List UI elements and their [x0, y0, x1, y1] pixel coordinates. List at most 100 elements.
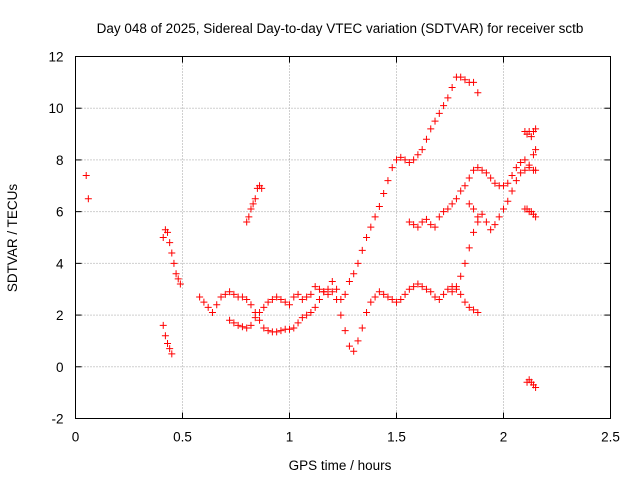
data-point-plus [457, 290, 465, 298]
data-point-plus [164, 228, 172, 236]
data-point-plus [532, 383, 540, 391]
data-point-plus [226, 288, 234, 296]
data-point-plus [397, 153, 405, 161]
data-point-plus [384, 293, 392, 301]
data-point-plus [247, 205, 255, 213]
data-point-plus [448, 200, 456, 208]
data-point-plus [527, 133, 535, 141]
data-point-plus [448, 288, 456, 296]
data-point-plus [174, 275, 182, 283]
data-point-plus [457, 187, 465, 195]
data-point-plus [230, 290, 238, 298]
data-point-plus [277, 296, 285, 304]
data-point-plus [508, 171, 516, 179]
data-point-plus [405, 285, 413, 293]
data-point-plus [260, 303, 268, 311]
data-point-plus [168, 350, 176, 358]
data-point-plus [375, 202, 383, 210]
data-point-plus [166, 239, 174, 247]
data-point-plus [247, 301, 255, 309]
data-point-plus [474, 164, 482, 172]
data-point-plus [315, 285, 323, 293]
data-point-plus [393, 298, 400, 306]
data-point-plus [470, 228, 478, 236]
data-point-plus [164, 340, 172, 348]
data-point-plus [358, 324, 366, 332]
data-point-plus [251, 314, 259, 322]
data-point-plus [341, 290, 349, 298]
data-point-plus [204, 303, 212, 311]
data-point-plus [247, 321, 255, 329]
data-point-plus [286, 301, 293, 309]
data-point-plus [294, 319, 302, 327]
data-point-plus [532, 213, 540, 221]
data-point-plus [350, 347, 358, 355]
data-point-plus [221, 290, 229, 298]
data-point-plus [487, 174, 495, 182]
data-point-plus [328, 288, 336, 296]
data-point-plus [414, 151, 422, 159]
data-point-plus [264, 298, 272, 306]
data-point-plus [311, 303, 319, 311]
data-point-plus [491, 221, 499, 229]
data-point-plus [298, 296, 306, 304]
data-series [82, 171, 92, 203]
data-point-plus [345, 342, 353, 350]
data-point-plus [410, 156, 418, 164]
data-point-plus [470, 306, 478, 314]
data-point-plus [410, 283, 418, 291]
data-point-plus [410, 221, 418, 229]
data-point-plus [435, 213, 443, 221]
data-point-plus [461, 182, 469, 190]
data-series [448, 164, 540, 296]
data-point-plus [363, 234, 371, 241]
x-tick-label: 0 [72, 430, 80, 445]
x-tick-label: 2.5 [601, 430, 620, 445]
data-point-plus [401, 290, 409, 298]
data-point-plus [238, 293, 246, 301]
data-point-plus [273, 328, 281, 336]
data-point-plus [243, 296, 251, 304]
data-point-plus [213, 301, 221, 309]
data-point-plus [298, 314, 306, 322]
y-tick-label: 10 [48, 101, 63, 116]
data-point-plus [290, 324, 298, 332]
data-point-plus [371, 293, 379, 301]
data-point-plus [388, 296, 396, 304]
data-series [226, 73, 482, 332]
data-point-plus [170, 259, 178, 267]
data-point-plus [470, 78, 478, 86]
data-point-plus [457, 73, 465, 81]
data-point-plus [159, 234, 167, 241]
data-point-plus [256, 316, 264, 324]
grid-layer [75, 56, 611, 419]
data-point-plus [465, 174, 473, 182]
data-point-plus [500, 205, 507, 213]
data-point-plus [405, 159, 413, 167]
data-point-plus [474, 213, 482, 221]
data-point-plus [478, 166, 486, 174]
data-point-plus [159, 321, 167, 329]
data-point-plus [508, 187, 516, 195]
data-point-plus [461, 298, 469, 306]
data-point-plus [465, 200, 473, 208]
data-point-plus [294, 290, 302, 298]
data-point-plus [273, 293, 281, 301]
data-point-plus [422, 135, 430, 143]
data-point-plus [521, 156, 529, 164]
data-point-plus [401, 156, 409, 164]
data-point-plus [238, 323, 246, 331]
data-point-plus [380, 290, 388, 298]
data-point-plus [465, 303, 473, 311]
data-point-plus [470, 205, 478, 213]
data-series [465, 200, 482, 221]
data-point-plus [172, 270, 180, 278]
data-point-plus [84, 195, 92, 203]
y-tick-label: 0 [56, 360, 64, 375]
data-point-plus [435, 109, 443, 117]
data-point-plus [517, 159, 525, 167]
data-point-plus [482, 169, 490, 177]
tick-label-layer: 0 0.5 1 1.5 2 2.5 -2 0 2 4 6 8 10 12 [48, 50, 619, 445]
data-point-plus [474, 89, 482, 97]
data-point-plus [418, 146, 426, 154]
